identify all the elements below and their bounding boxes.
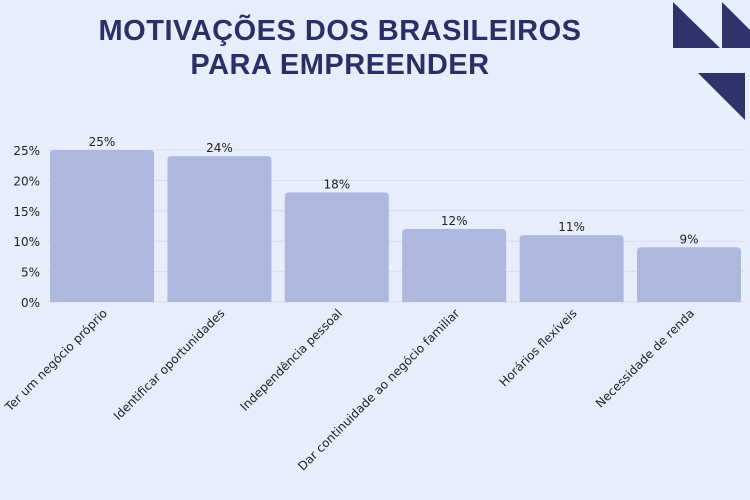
y-tick-label: 15% — [13, 205, 40, 219]
data-label: 24% — [206, 141, 233, 155]
y-tick-label: 5% — [21, 266, 40, 280]
y-tick-label: 0% — [21, 296, 40, 310]
bar — [637, 247, 741, 302]
decorative-triangle — [698, 73, 745, 120]
y-tick-label: 25% — [13, 144, 40, 158]
data-label: 11% — [558, 220, 585, 234]
data-label: 25% — [89, 135, 116, 149]
decorative-triangle — [722, 2, 750, 48]
y-tick-label: 20% — [13, 174, 40, 188]
y-tick-label: 10% — [13, 235, 40, 249]
bar — [519, 235, 624, 302]
x-tick-label: Ter um negócio próprio — [2, 306, 110, 414]
x-tick-label: Horários flexíveis — [497, 306, 580, 389]
bar — [284, 192, 389, 302]
x-tick-label: Necessidade de renda — [593, 306, 697, 410]
title-line-1: MOTIVAÇÕES DOS BRASILEIROS — [98, 15, 582, 47]
data-label: 12% — [441, 214, 468, 228]
decorative-triangle — [673, 2, 720, 48]
bar — [402, 229, 507, 302]
x-tick-label: Independência pessoal — [237, 306, 344, 413]
data-label: 9% — [679, 232, 698, 246]
bar — [167, 156, 272, 302]
title-line-2: PARA EMPREENDER — [190, 49, 490, 81]
data-label: 18% — [323, 178, 350, 192]
bar — [50, 150, 154, 302]
chart-title: MOTIVAÇÕES DOS BRASILEIROS PARA EMPREENDE… — [0, 14, 680, 82]
x-tick-label: Identificar oportunidades — [111, 306, 228, 423]
